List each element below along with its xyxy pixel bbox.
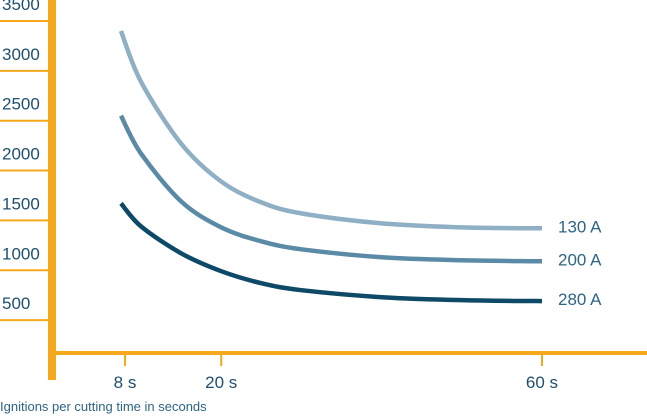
series-line [119,201,543,304]
series-label: 200 A [558,250,602,269]
y-tick-label: 2500 [2,95,40,114]
x-axis: 8 s 20 s 60 s [48,351,647,392]
series-lines [118,30,543,304]
series-label: 130 A [558,217,602,236]
series-labels: 130 A 200 A 280 A [558,217,602,309]
x-tick-label: 8 s [114,373,137,392]
x-axis-title: Ignitions per cutting time in seconds [0,399,207,414]
y-tick-label: 500 [2,294,30,313]
series-line [118,114,543,264]
y-tick-label: 1000 [2,244,40,263]
y-tick-label: 1500 [2,194,40,213]
y-axis: 500 1000 1500 2000 2500 3000 3500 [0,0,56,380]
y-tick-label: 3500 [2,0,40,14]
y-tick-label: 3000 [2,45,40,64]
series-line [118,30,543,231]
x-tick-label: 20 s [205,373,237,392]
x-tick-label: 60 s [526,373,558,392]
y-tick-label: 2000 [2,145,40,164]
series-label: 280 A [558,290,602,309]
